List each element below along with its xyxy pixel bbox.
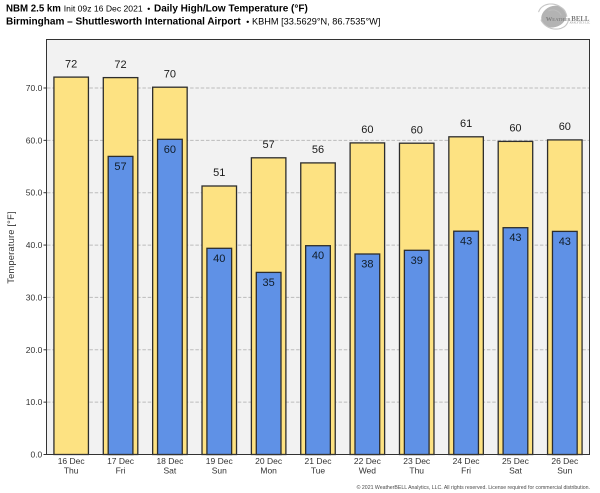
svg-text:40: 40 xyxy=(213,253,225,265)
svg-text:24 Dec: 24 Dec xyxy=(453,456,481,466)
svg-text:© 2021 WeatherBELL Analytics,: © 2021 WeatherBELL Analytics, LLC. All r… xyxy=(357,484,590,491)
svg-text:Wed: Wed xyxy=(359,465,377,475)
svg-text:38: 38 xyxy=(361,259,373,271)
svg-text:16 Dec: 16 Dec xyxy=(58,456,86,466)
svg-text:40: 40 xyxy=(312,250,324,262)
svg-text:56: 56 xyxy=(312,144,324,156)
svg-text:72: 72 xyxy=(65,58,77,70)
svg-text:61: 61 xyxy=(460,118,472,130)
svg-text:19 Dec: 19 Dec xyxy=(206,456,234,466)
svg-text:39: 39 xyxy=(411,255,423,267)
svg-text:Mon: Mon xyxy=(260,465,277,475)
svg-text:60: 60 xyxy=(509,123,521,135)
svg-text:70.0: 70.0 xyxy=(26,83,43,93)
svg-text:Sun: Sun xyxy=(557,465,572,475)
svg-text:50.0: 50.0 xyxy=(26,188,43,198)
svg-text:Init 09z 16 Dec 2021: Init 09z 16 Dec 2021 xyxy=(64,4,143,14)
svg-text:60: 60 xyxy=(164,144,176,156)
svg-text:51: 51 xyxy=(213,167,225,179)
svg-text:Daily High/Low Temperature (°F: Daily High/Low Temperature (°F) xyxy=(154,4,308,15)
svg-text:•: • xyxy=(246,17,249,27)
svg-text:BELL: BELL xyxy=(571,16,590,23)
svg-text:72: 72 xyxy=(114,59,126,71)
svg-text:NBM 2.5 km: NBM 2.5 km xyxy=(6,4,61,15)
svg-text:Fri: Fri xyxy=(461,465,471,475)
svg-text:22 Dec: 22 Dec xyxy=(354,456,382,466)
svg-text:Thu: Thu xyxy=(64,465,79,475)
svg-text:70: 70 xyxy=(164,68,176,80)
svg-text:ANALYTICS LLC: ANALYTICS LLC xyxy=(569,22,590,25)
svg-text:Sun: Sun xyxy=(212,465,227,475)
svg-text:EATHER: EATHER xyxy=(552,17,571,22)
svg-text:26 Dec: 26 Dec xyxy=(551,456,579,466)
svg-text:43: 43 xyxy=(559,236,571,248)
svg-text:Temperature [°F]: Temperature [°F] xyxy=(6,211,16,284)
svg-text:10.0: 10.0 xyxy=(26,397,43,407)
svg-text:57: 57 xyxy=(263,139,275,151)
svg-text:W: W xyxy=(546,16,553,23)
svg-text:60.0: 60.0 xyxy=(26,135,43,145)
svg-text:•: • xyxy=(147,4,150,14)
svg-text:Sat: Sat xyxy=(164,465,177,475)
svg-text:40.0: 40.0 xyxy=(26,240,43,250)
svg-text:Fri: Fri xyxy=(116,465,126,475)
svg-text:23 Dec: 23 Dec xyxy=(403,456,431,466)
svg-text:25 Dec: 25 Dec xyxy=(502,456,530,466)
svg-text:60: 60 xyxy=(411,124,423,136)
svg-text:35: 35 xyxy=(263,277,275,289)
svg-text:Thu: Thu xyxy=(409,465,424,475)
svg-text:0.0: 0.0 xyxy=(30,450,42,460)
svg-text:20.0: 20.0 xyxy=(26,345,43,355)
svg-text:17 Dec: 17 Dec xyxy=(107,456,135,466)
svg-text:21 Dec: 21 Dec xyxy=(305,456,333,466)
svg-text:Tue: Tue xyxy=(311,465,326,475)
svg-text:57: 57 xyxy=(114,161,126,173)
svg-text:30.0: 30.0 xyxy=(26,292,43,302)
svg-text:KBHM [33.5629°N, 86.7535°W]: KBHM [33.5629°N, 86.7535°W] xyxy=(252,17,380,27)
svg-text:43: 43 xyxy=(460,236,472,248)
svg-text:20 Dec: 20 Dec xyxy=(255,456,283,466)
svg-text:18 Dec: 18 Dec xyxy=(156,456,184,466)
svg-text:43: 43 xyxy=(509,232,521,244)
svg-text:Sat: Sat xyxy=(509,465,522,475)
svg-text:60: 60 xyxy=(559,121,571,133)
svg-text:Birmingham – Shuttlesworth Int: Birmingham – Shuttlesworth International… xyxy=(6,17,241,28)
svg-text:60: 60 xyxy=(361,124,373,136)
